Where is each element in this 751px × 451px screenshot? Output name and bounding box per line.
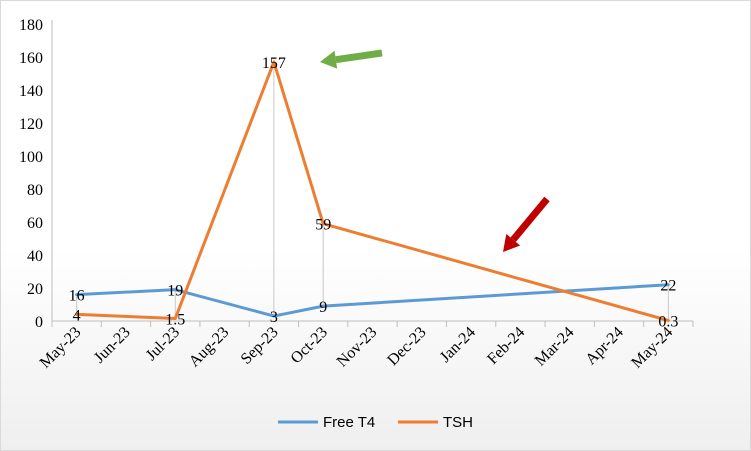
y-tick-label: 60 (27, 215, 43, 232)
y-tick-label: 140 (19, 83, 43, 100)
x-tick-label: Sep-23 (238, 324, 282, 368)
data-label: 22 (660, 278, 676, 295)
data-label: 0.3 (658, 314, 678, 331)
red-arrow-head (503, 233, 521, 252)
x-tick-label: Apr-24 (582, 324, 626, 368)
y-tick-label: 180 (19, 17, 43, 34)
green-arrow-shaft (335, 49, 383, 64)
x-tick-label: Oct-23 (288, 324, 331, 367)
data-label: 19 (167, 283, 183, 300)
x-tick-label: Feb-24 (484, 324, 528, 368)
x-tick-label: May-24 (628, 324, 676, 372)
data-label: 59 (315, 217, 331, 234)
x-tick-label: Jun-23 (91, 324, 134, 367)
y-tick-label: 100 (19, 149, 43, 166)
x-tick-label: Aug-23 (186, 324, 233, 371)
x-tick-label: Nov-23 (334, 324, 381, 371)
y-tick-label: 20 (27, 281, 43, 298)
data-label: 16 (69, 288, 85, 305)
legend-label: TSH (443, 414, 473, 431)
x-tick-label: May-23 (37, 324, 85, 372)
x-tick-label: Mar-24 (532, 324, 578, 370)
data-label: 157 (262, 55, 286, 72)
data-label: 3 (270, 309, 278, 326)
y-tick-label: 80 (27, 182, 43, 199)
y-tick-label: 40 (27, 248, 43, 265)
legend-label: Free T4 (323, 414, 375, 431)
series-line-free-t4 (75, 283, 670, 318)
x-tick-label: Jul-23 (143, 324, 183, 364)
data-label: 1.5 (165, 312, 185, 329)
series-line-tsh (75, 60, 670, 323)
x-tick-label: Jan-24 (437, 324, 479, 366)
y-tick-label: 0 (35, 314, 43, 331)
x-tick-label: Dec-23 (384, 324, 429, 369)
red-arrow-shaft (510, 196, 550, 242)
data-label: 4 (73, 307, 81, 324)
data-label: 9 (319, 299, 327, 316)
y-tick-label: 120 (19, 116, 43, 133)
y-tick-label: 160 (19, 50, 43, 67)
green-arrow-head (320, 50, 338, 69)
